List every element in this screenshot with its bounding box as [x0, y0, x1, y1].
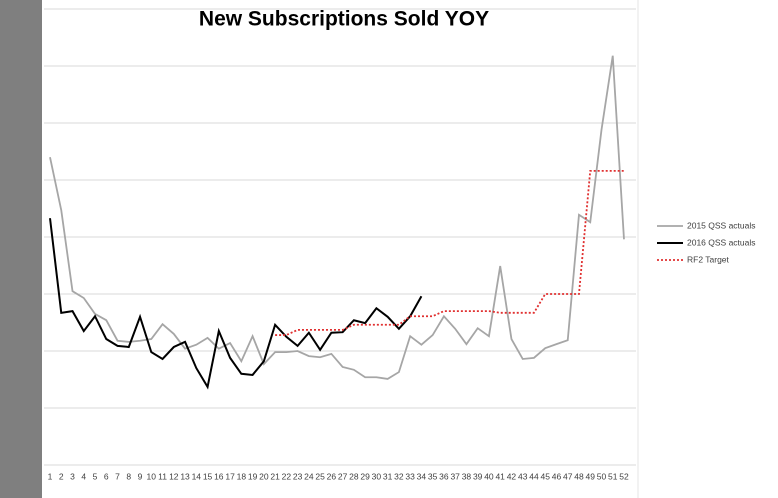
x-tick-label: 10 — [147, 471, 157, 481]
x-tick-label: 41 — [495, 471, 505, 481]
x-tick-label: 40 — [484, 471, 494, 481]
x-tick-label: 26 — [327, 471, 337, 481]
x-tick-label: 6 — [104, 471, 109, 481]
x-tick-label: 27 — [338, 471, 348, 481]
x-tick-label: 38 — [462, 471, 472, 481]
x-tick-label: 39 — [473, 471, 483, 481]
series-line — [49, 55, 625, 380]
legend-label: 2016 QSS actuals — [687, 237, 756, 247]
x-tick-label: 14 — [192, 471, 202, 481]
x-tick-label: 20 — [259, 471, 269, 481]
x-tick-label: 33 — [405, 471, 415, 481]
x-tick-label: 30 — [372, 471, 382, 481]
x-tick-label: 51 — [608, 471, 618, 481]
x-tick-label: 7 — [115, 471, 120, 481]
legend-label: 2015 QSS actuals — [687, 220, 756, 230]
x-tick-label: 24 — [304, 471, 314, 481]
x-tick-label: 9 — [138, 471, 143, 481]
x-tick-label: 11 — [158, 471, 167, 481]
x-tick-label: 16 — [214, 471, 224, 481]
x-tick-label: 2 — [59, 471, 64, 481]
x-tick-label: 22 — [282, 471, 292, 481]
x-tick-label: 4 — [81, 471, 86, 481]
x-tick-label: 25 — [315, 471, 325, 481]
x-tick-label: 29 — [360, 471, 370, 481]
x-tick-label: 17 — [225, 471, 235, 481]
x-tick-label: 46 — [552, 471, 562, 481]
x-tick-label: 48 — [574, 471, 584, 481]
x-tick-label: 12 — [169, 471, 179, 481]
series-line — [275, 169, 624, 336]
x-tick-label: 1 — [48, 471, 53, 481]
chart-title: New Subscriptions Sold YOY — [199, 8, 489, 31]
x-tick-label: 47 — [563, 471, 573, 481]
series-line — [49, 218, 423, 390]
x-tick-label: 45 — [540, 471, 550, 481]
x-tick-label: 52 — [619, 471, 629, 481]
x-tick-label: 36 — [439, 471, 449, 481]
x-tick-label: 19 — [248, 471, 258, 481]
x-tick-label: 21 — [270, 471, 280, 481]
x-tick-label: 49 — [586, 471, 596, 481]
x-tick-label: 35 — [428, 471, 438, 481]
x-tick-label: 42 — [507, 471, 517, 481]
x-tick-label: 50 — [597, 471, 607, 481]
x-tick-label: 8 — [126, 471, 131, 481]
x-tick-label: 43 — [518, 471, 528, 481]
side-panel — [0, 0, 42, 498]
legend-label: RF2 Target — [687, 254, 730, 264]
x-tick-label: 18 — [237, 471, 247, 481]
x-tick-label: 13 — [180, 471, 190, 481]
x-tick-label: 15 — [203, 471, 213, 481]
x-tick-label: 37 — [450, 471, 460, 481]
x-tick-label: 3 — [70, 471, 75, 481]
x-tick-label: 5 — [93, 471, 98, 481]
x-tick-label: 34 — [417, 471, 427, 481]
x-tick-label: 32 — [394, 471, 404, 481]
x-tick-label: 23 — [293, 471, 303, 481]
x-tick-label: 31 — [383, 471, 393, 481]
x-tick-label: 28 — [349, 471, 359, 481]
x-tick-label: 44 — [529, 471, 539, 481]
